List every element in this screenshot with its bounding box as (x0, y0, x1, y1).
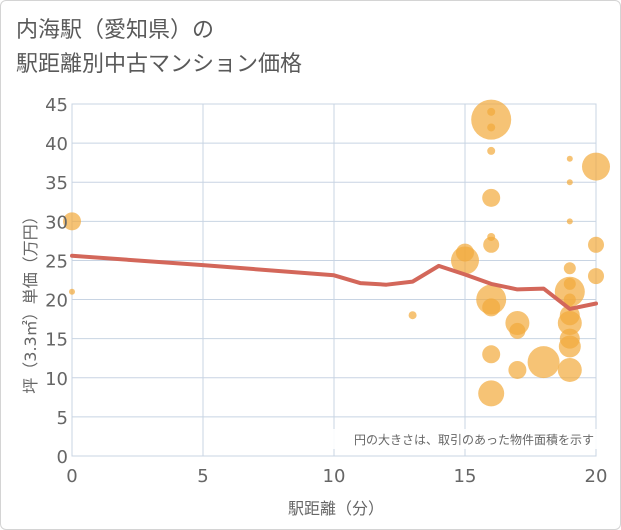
y-tick-label: 10 (45, 369, 68, 390)
grid-layer (71, 103, 597, 457)
data-point (566, 179, 573, 186)
tick-layer: 0 5 10 15 20 25 30 35 40 45 0 5 10 15 20 (45, 95, 607, 487)
data-point (482, 298, 501, 317)
data-point (487, 123, 496, 132)
data-point (69, 288, 75, 295)
bubble-layer (63, 99, 610, 407)
data-point (478, 380, 505, 407)
data-point (557, 357, 582, 382)
y-tick-label: 45 (45, 95, 68, 116)
x-tick-label: 10 (323, 466, 346, 487)
y-tick-label: 15 (45, 330, 68, 351)
data-point (563, 277, 576, 290)
data-point (483, 236, 500, 253)
data-point (482, 188, 501, 207)
y-tick-label: 30 (45, 212, 68, 233)
data-point (554, 276, 585, 307)
x-tick-label: 20 (585, 466, 608, 487)
x-axis-label: 駅距離（分） (288, 499, 384, 518)
data-point (408, 311, 417, 320)
annotation-background (318, 429, 598, 449)
data-point (487, 107, 496, 116)
x-tick-label: 15 (454, 466, 477, 487)
y-tick-label: 20 (45, 291, 68, 312)
data-point (588, 268, 604, 285)
x-tick-label: 0 (66, 466, 77, 487)
trend-line (70, 253, 598, 311)
data-point (508, 360, 527, 379)
y-axis-label: 坪（3.3㎡）単価（万円） (21, 208, 40, 393)
data-point (63, 212, 81, 231)
y-tick-label: 0 (57, 447, 68, 468)
data-point (471, 99, 512, 140)
y-tick-label: 40 (45, 134, 68, 155)
data-point (566, 218, 573, 225)
data-point (482, 345, 501, 364)
data-point (582, 152, 610, 181)
data-point (527, 346, 560, 379)
data-point (559, 328, 580, 349)
y-tick-label: 5 (57, 408, 68, 429)
data-point (487, 232, 496, 241)
data-point (456, 243, 474, 262)
trend-layer (70, 253, 598, 311)
size-annotation: 円の大きさは、取引のあった物件面積を示す (354, 432, 594, 447)
y-tick-label: 25 (45, 251, 68, 272)
data-point (588, 236, 604, 253)
data-point (509, 322, 526, 339)
data-point (563, 262, 576, 275)
chart-title: 内海駅（愛知県）の 駅距離別中古マンション価格 (16, 18, 303, 77)
data-point (563, 293, 576, 306)
x-tick-label: 5 (197, 466, 208, 487)
data-point (487, 146, 496, 155)
y-tick-label: 35 (45, 173, 68, 194)
data-point (559, 305, 580, 326)
data-point (566, 155, 573, 162)
